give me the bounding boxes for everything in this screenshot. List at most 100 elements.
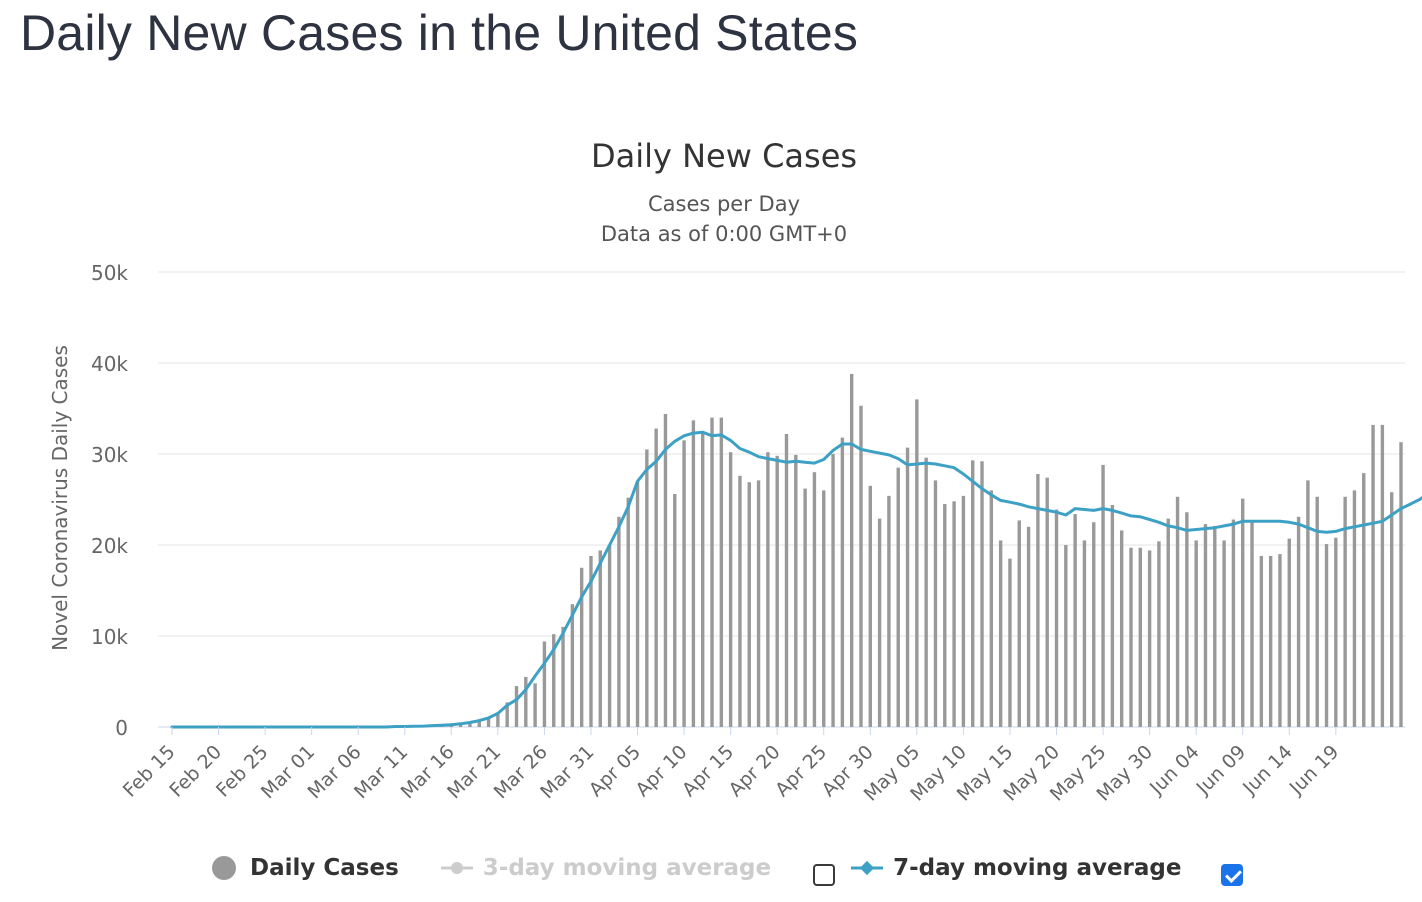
daily-cases-bar [701, 433, 705, 727]
daily-cases-bar [896, 467, 900, 727]
daily-cases-bar [1166, 518, 1170, 727]
daily-cases-bar [673, 494, 677, 727]
daily-cases-bar [477, 720, 481, 727]
daily-cases-bar [607, 545, 612, 727]
daily-cases-bar [952, 501, 956, 727]
daily-cases-bar [1315, 496, 1319, 727]
daily-cases-bar [1231, 519, 1236, 727]
daily-cases-bar [943, 504, 947, 727]
daily-cases-bar [1026, 526, 1031, 727]
daily-cases-bar [784, 433, 789, 727]
daily-cases-bar [635, 481, 640, 727]
daily-cases-bars [412, 373, 1403, 727]
daily-cases-bar [542, 641, 547, 727]
legend-item-daily-cases[interactable]: Daily Cases [210, 854, 399, 882]
daily-cases-bar [552, 634, 556, 727]
checkbox-7day-average[interactable] [1221, 864, 1244, 886]
page-title: Daily New Cases in the United States [20, 5, 859, 61]
y-axis-label: Novel Coronavirus Daily Cases [48, 345, 72, 651]
daily-cases-bar [617, 516, 621, 727]
checkbox-3day-average[interactable] [813, 864, 836, 886]
x-tick-label: Apr 15 [678, 741, 738, 801]
daily-cases-bar [915, 399, 919, 727]
daily-cases-bar [1119, 530, 1124, 727]
daily-cases-bar [738, 475, 742, 727]
x-tick-label: Apr 05 [585, 741, 645, 801]
daily-cases-bar [822, 490, 826, 727]
daily-cases-bar [505, 702, 509, 727]
line-marker-icon [440, 862, 473, 874]
legend-item-7day-average[interactable]: 7-day moving average [849, 854, 1181, 882]
daily-cases-bar [1147, 550, 1152, 727]
x-tick-label: Apr 10 [631, 741, 691, 801]
daily-cases-bar [1157, 541, 1161, 727]
daily-cases-bar [989, 490, 994, 727]
daily-cases-bar [514, 686, 519, 727]
y-axis: 0 10k 20k 30k 40k 50k [91, 261, 128, 740]
daily-cases-bar [663, 413, 668, 727]
daily-cases-bar [1138, 547, 1143, 727]
x-tick-label: Jun 14 [1238, 741, 1297, 800]
daily-cases-bar [998, 540, 1003, 727]
y-tick-label: 40k [91, 352, 128, 376]
daily-cases-bar [794, 454, 798, 727]
daily-cases-bar [561, 626, 565, 727]
chart-subtitle-line-2: Data as of 0:00 GMT+0 [601, 222, 847, 246]
daily-cases-bar [1278, 554, 1282, 727]
daily-cases-bar [803, 488, 807, 727]
legend-label-7day-average: 7-day moving average [893, 855, 1182, 881]
daily-cases-bar [1250, 522, 1254, 727]
daily-cases-bar [645, 449, 649, 727]
y-tick-label: 0 [115, 716, 128, 740]
daily-cases-bar [747, 482, 751, 727]
daily-cases-bar [524, 676, 528, 727]
daily-cases-bar [589, 555, 593, 727]
daily-cases-bar [691, 420, 696, 727]
daily-cases-bar [1352, 490, 1357, 727]
daily-cases-bar [1287, 538, 1291, 727]
legend-item-3day-average[interactable]: 3-day moving average [439, 854, 771, 882]
y-tick-label: 20k [91, 534, 128, 558]
daily-cases-bar [533, 683, 537, 727]
legend-label-daily-cases: Daily Cases [250, 855, 399, 881]
daily-cases-bar [710, 417, 714, 727]
chart-title: Daily New Cases [591, 137, 857, 175]
daily-cases-bar [1036, 474, 1040, 727]
daily-cases-bar [1110, 504, 1115, 727]
daily-cases-bar [812, 472, 817, 727]
daily-cases-bar [1371, 424, 1375, 727]
daily-cases-bar [1399, 442, 1403, 727]
y-tick-label: 10k [91, 625, 128, 649]
daily-cases-bar [905, 447, 910, 727]
daily-cases-bar [1213, 525, 1217, 727]
y-tick-label: 50k [91, 261, 128, 285]
daily-cases-bar [1092, 522, 1096, 727]
chart-subtitle-line-1: Cases per Day [648, 192, 800, 216]
legend-label-3day-average: 3-day moving average [482, 855, 772, 881]
daily-cases-bar [1389, 492, 1394, 727]
daily-cases-bar [1185, 512, 1189, 727]
daily-cases-bar [1362, 473, 1366, 727]
daily-cases-bar [924, 457, 928, 727]
daily-cases-bar [1324, 544, 1329, 727]
daily-cases-bar [877, 518, 882, 727]
daily-cases-bar [1203, 524, 1208, 727]
daily-cases-bar [1073, 514, 1077, 727]
y-tick-label: 30k [91, 443, 128, 467]
daily-cases-bar [654, 428, 658, 727]
daily-cases-bar [598, 550, 602, 727]
daily-cases-bar [1175, 496, 1180, 727]
daily-cases-bar [579, 567, 584, 727]
daily-cases-bar [682, 440, 686, 727]
daily-cases-bar [1268, 555, 1273, 727]
daily-cases-bar [1017, 520, 1021, 727]
daily-cases-bar [1194, 540, 1198, 727]
x-tick-label: Jun 19 [1285, 741, 1344, 800]
daily-cases-bar [496, 712, 500, 727]
seven-day-average-line [170, 430, 1422, 729]
circle-icon [212, 856, 236, 880]
daily-cases-bar [971, 460, 975, 727]
daily-cases-bar [756, 480, 761, 727]
